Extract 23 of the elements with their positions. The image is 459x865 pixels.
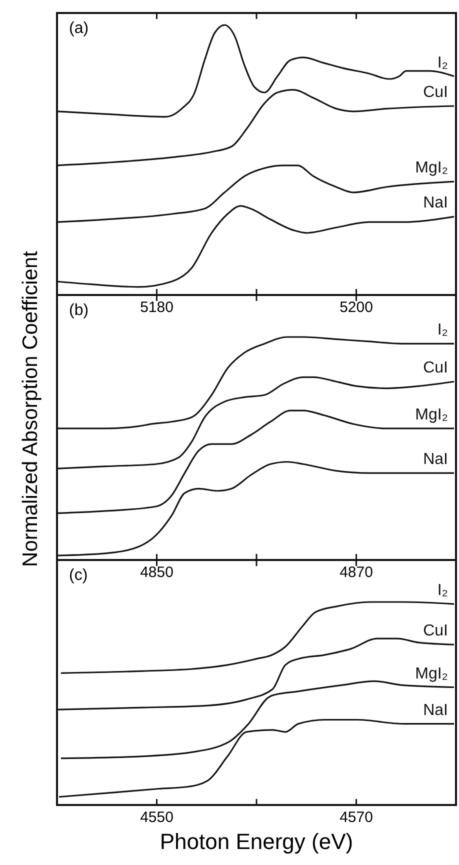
series-label: I₂	[437, 322, 448, 339]
series-label: MgI₂	[415, 406, 448, 424]
x-axis-title: Photon Energy (eV)	[160, 829, 354, 854]
series-label: CuI	[423, 84, 448, 101]
x-tick-label: 4870	[340, 564, 373, 581]
series-label: MgI₂	[415, 665, 448, 682]
chart-title: (a)	[69, 20, 89, 37]
y-axis-title: Normalized Absorption Coefficient	[19, 250, 42, 567]
series-label: I₂	[437, 54, 448, 72]
series-label: NaI	[423, 194, 448, 212]
x-tick-label: 5200	[340, 299, 373, 316]
chart-title: (c)	[69, 567, 88, 584]
x-tick-label: 4550	[140, 809, 174, 826]
series-label: NaI	[423, 702, 448, 719]
series-label: NaI	[423, 451, 448, 468]
series-label: MgI₂	[415, 160, 448, 177]
series-label: I₂	[437, 582, 448, 600]
series-label: CuI	[423, 622, 448, 640]
x-tick-label: 5180	[140, 299, 174, 316]
x-tick-label: 4570	[340, 809, 373, 826]
series-label: CuI	[423, 360, 448, 377]
chart-title: (b)	[69, 302, 89, 319]
x-tick-label: 4850	[140, 564, 174, 581]
